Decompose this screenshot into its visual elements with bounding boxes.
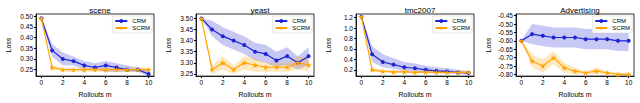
svg-text:Rollouts m: Rollouts m xyxy=(558,91,591,98)
svg-text:0.40: 0.40 xyxy=(20,34,33,41)
svg-text:Rollouts m: Rollouts m xyxy=(238,91,271,98)
svg-text:3.45: 3.45 xyxy=(180,26,193,33)
svg-text:4: 4 xyxy=(242,79,246,86)
svg-text:0.4: 0.4 xyxy=(344,56,353,63)
svg-text:4: 4 xyxy=(402,79,406,86)
svg-text:10: 10 xyxy=(625,79,633,86)
svg-text:CRM: CRM xyxy=(612,18,626,24)
svg-text:Loss: Loss xyxy=(485,37,492,52)
svg-text:-0.55: -0.55 xyxy=(498,29,513,36)
svg-text:0.6: 0.6 xyxy=(344,45,353,52)
svg-text:scene: scene xyxy=(89,6,111,15)
svg-text:CRM: CRM xyxy=(132,18,146,24)
svg-text:-0.75: -0.75 xyxy=(498,63,513,70)
svg-text:3.35: 3.35 xyxy=(180,48,193,55)
svg-text:-0.60: -0.60 xyxy=(498,37,513,44)
svg-text:-0.80: -0.80 xyxy=(498,71,513,78)
svg-text:0: 0 xyxy=(520,79,524,86)
svg-text:3.30: 3.30 xyxy=(180,59,193,66)
svg-text:0.35: 0.35 xyxy=(20,45,33,52)
svg-text:4: 4 xyxy=(562,79,566,86)
svg-text:0.8: 0.8 xyxy=(344,35,353,42)
svg-text:Advertising: Advertising xyxy=(560,6,600,15)
svg-text:3.40: 3.40 xyxy=(180,37,193,44)
svg-text:yeast: yeast xyxy=(250,6,270,15)
svg-text:0.2: 0.2 xyxy=(344,66,353,73)
svg-text:Rollouts m: Rollouts m xyxy=(398,91,431,98)
svg-text:2: 2 xyxy=(381,79,385,86)
svg-text:0: 0 xyxy=(360,79,364,86)
svg-text:Loss: Loss xyxy=(165,37,172,52)
svg-text:1.0: 1.0 xyxy=(344,25,353,32)
svg-text:-0.70: -0.70 xyxy=(498,54,513,61)
svg-text:1.2: 1.2 xyxy=(344,14,353,21)
svg-text:Loss: Loss xyxy=(325,37,332,52)
svg-text:10: 10 xyxy=(145,79,153,86)
svg-text:-0.50: -0.50 xyxy=(498,21,513,28)
svg-text:8: 8 xyxy=(125,79,129,86)
svg-text:8: 8 xyxy=(285,79,289,86)
svg-text:Rollouts m: Rollouts m xyxy=(78,91,111,98)
svg-text:0: 0 xyxy=(40,79,44,86)
svg-text:8: 8 xyxy=(605,79,609,86)
svg-text:2: 2 xyxy=(541,79,545,86)
svg-text:SCRM: SCRM xyxy=(612,25,630,31)
svg-text:6: 6 xyxy=(264,79,268,86)
svg-text:3.25: 3.25 xyxy=(180,70,193,77)
svg-text:2: 2 xyxy=(61,79,65,86)
svg-text:-0.45: -0.45 xyxy=(498,12,513,19)
svg-text:6: 6 xyxy=(584,79,588,86)
svg-text:0.45: 0.45 xyxy=(20,23,33,30)
svg-text:CRM: CRM xyxy=(292,18,306,24)
svg-text:-0.65: -0.65 xyxy=(498,46,513,53)
svg-text:0: 0 xyxy=(200,79,204,86)
svg-text:0.50: 0.50 xyxy=(20,13,33,20)
svg-text:10: 10 xyxy=(465,79,473,86)
svg-text:0.30: 0.30 xyxy=(20,55,33,62)
svg-text:Loss: Loss xyxy=(5,37,12,52)
svg-text:CRM: CRM xyxy=(452,18,466,24)
svg-text:6: 6 xyxy=(104,79,108,86)
svg-text:10: 10 xyxy=(305,79,313,86)
svg-text:SCRM: SCRM xyxy=(132,25,150,31)
svg-text:tmc2007: tmc2007 xyxy=(405,6,436,15)
svg-text:3.50: 3.50 xyxy=(180,15,193,22)
svg-text:6: 6 xyxy=(424,79,428,86)
svg-text:2: 2 xyxy=(221,79,225,86)
svg-text:4: 4 xyxy=(82,79,86,86)
svg-text:SCRM: SCRM xyxy=(292,25,310,31)
svg-text:8: 8 xyxy=(445,79,449,86)
svg-text:0.25: 0.25 xyxy=(20,66,33,73)
svg-text:SCRM: SCRM xyxy=(452,25,470,31)
